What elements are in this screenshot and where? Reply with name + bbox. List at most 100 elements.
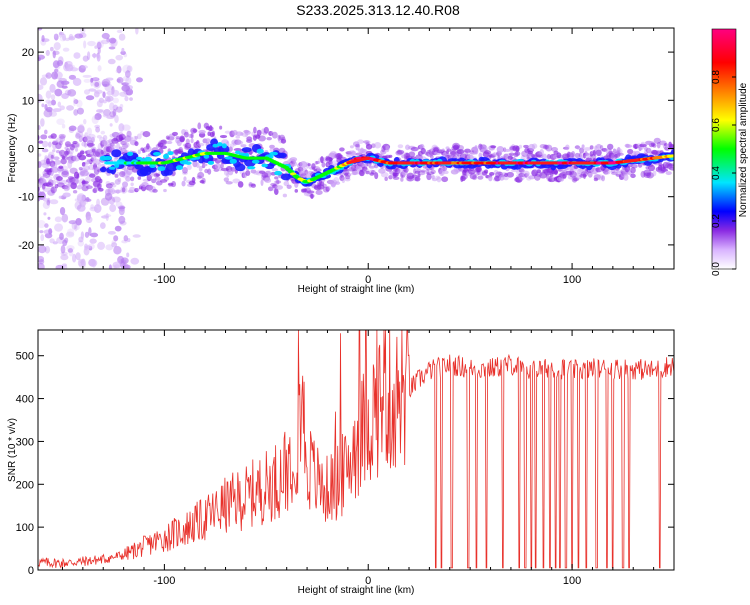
band-speckle (40, 180, 45, 185)
band-speckle (330, 181, 336, 188)
band-speckle (110, 147, 115, 151)
noise-speckle (109, 204, 117, 213)
band-speckle (235, 131, 244, 137)
band-speckle (347, 150, 356, 155)
noise-speckle (97, 65, 102, 72)
band-speckle (527, 150, 534, 155)
band-speckle (357, 139, 364, 144)
noise-speckle (38, 57, 41, 62)
noise-speckle (129, 97, 133, 101)
band-speckle (531, 143, 538, 149)
noise-speckle (121, 84, 131, 92)
noise-speckle (58, 179, 68, 185)
noise-speckle (68, 127, 75, 134)
noise-speckle (102, 91, 106, 98)
snr-frame (37, 329, 675, 571)
band-speckle (58, 165, 64, 169)
noise-speckle (58, 31, 65, 36)
noise-speckle (38, 262, 45, 269)
y-tick-label: -10 (18, 192, 34, 204)
colorbar-tick-label: 0.4 (711, 166, 722, 180)
band-speckle (86, 142, 95, 147)
noise-speckle (40, 234, 45, 242)
band-speckle (627, 148, 634, 155)
band-speckle (646, 147, 652, 154)
band-speckle (322, 183, 327, 188)
noise-speckle (91, 115, 99, 124)
band-speckle (652, 150, 660, 156)
band-speckle (240, 132, 244, 136)
noise-speckle (66, 245, 75, 251)
noise-speckle (100, 130, 106, 135)
noise-speckle (130, 257, 140, 265)
band-speckle (118, 133, 126, 140)
band-speckle (534, 173, 541, 181)
band-speckle (53, 156, 60, 161)
noise-speckle (122, 264, 131, 269)
band-speckle (355, 144, 360, 151)
band-speckle (127, 189, 134, 193)
y-tick-label: 0 (28, 565, 34, 577)
noise-speckle (109, 111, 116, 118)
band-speckle (464, 148, 471, 153)
band-speckle (668, 166, 674, 171)
colorbar-tick-label: 0.2 (711, 214, 722, 228)
ridge-peak (346, 156, 370, 165)
band-speckle (163, 176, 170, 181)
band-speckle (130, 182, 134, 187)
band-speckle (188, 133, 194, 138)
band-blob-cyan (229, 158, 238, 164)
band-speckle (125, 175, 131, 182)
noise-speckle (83, 89, 91, 95)
noise-speckle (111, 196, 121, 203)
noise-speckle (112, 104, 119, 111)
band-speckle (42, 140, 49, 148)
band-blob-cyan (163, 153, 169, 159)
colorbar: 0.0 0.2 0.4 0.6 0.8 Normalized spectral ampl… (711, 28, 749, 276)
band-speckle (569, 170, 577, 178)
noise-speckle (104, 95, 114, 102)
band-speckle (294, 189, 299, 193)
noise-speckle (109, 37, 117, 44)
band-speckle (562, 173, 567, 179)
band-speckle (546, 154, 551, 160)
band-speckle (267, 186, 274, 192)
band-speckle (253, 126, 257, 134)
noise-speckle (73, 52, 81, 59)
band-speckle (275, 185, 284, 190)
band-speckle (596, 143, 602, 149)
band-speckle (228, 169, 234, 176)
band-speckle (172, 131, 178, 136)
noise-speckle (67, 248, 74, 253)
noise-speckle (68, 125, 77, 132)
band-speckle (134, 187, 139, 193)
band-speckle (76, 173, 80, 179)
noise-speckle (88, 227, 92, 236)
band-speckle (152, 188, 158, 193)
noise-speckle (106, 115, 115, 119)
band-speckle (523, 144, 529, 149)
band-blob-cyan (216, 142, 223, 147)
band-speckle (442, 165, 448, 172)
band-speckle (160, 145, 167, 150)
band-speckle (430, 169, 436, 175)
band-speckle (183, 131, 189, 138)
band-speckle (576, 146, 581, 151)
noise-speckle (96, 40, 104, 49)
band-blob-cyan (247, 165, 256, 170)
colorbar-tick-label: 0.0 (711, 262, 722, 276)
snr-panel: -100 0 100 0 100 200 300 400 500 Height of stra… (7, 329, 675, 596)
snr-x-ticks: -100 0 100 (61, 330, 675, 587)
noise-speckle (55, 265, 63, 269)
band-speckle (240, 144, 247, 148)
noise-speckle (135, 28, 139, 35)
band-speckle (61, 169, 69, 176)
band-speckle (364, 140, 371, 145)
band-blob-cyan (261, 163, 268, 168)
colorbar-tick-label: 0.6 (711, 118, 722, 132)
band-speckle (192, 128, 198, 133)
band-speckle (171, 181, 177, 188)
band-speckle (276, 179, 280, 185)
band-speckle (165, 135, 170, 140)
noise-speckle (114, 114, 119, 124)
